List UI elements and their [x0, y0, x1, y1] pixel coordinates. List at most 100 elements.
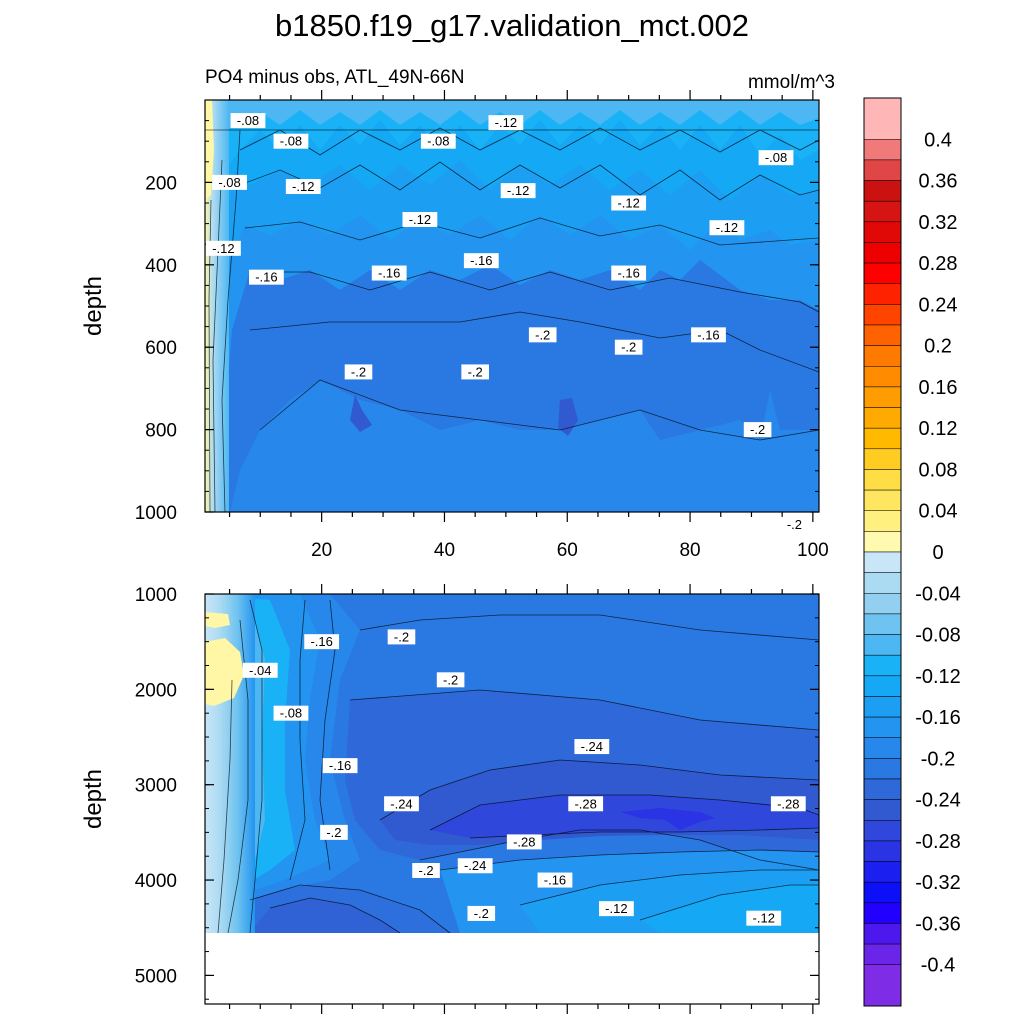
- contour-label-box: [461, 364, 489, 380]
- colorbar-swatch: [863, 489, 902, 511]
- contour-label-text: -.28: [513, 834, 535, 849]
- contour-label-text: -.08: [765, 150, 787, 165]
- contour-label: -.16: [537, 872, 573, 888]
- contour-label: -.2: [344, 364, 373, 380]
- colorbar-swatch: [863, 97, 902, 140]
- contour-label: -.2: [387, 629, 416, 645]
- colorbar-swatch: [863, 345, 902, 367]
- contour-label: -.2: [467, 905, 496, 921]
- contour-label-text: -.12: [617, 196, 639, 211]
- contour-label-box: [273, 133, 309, 149]
- contour-label-text: -.16: [544, 873, 566, 888]
- contour-label-text: -.24: [581, 739, 603, 754]
- y-tick-label: 5000: [135, 966, 177, 987]
- colorbar-swatch: [863, 448, 902, 470]
- upper-contour-labels: -.08 -.08 -.12 -.08 -.12 -.08 -.08 -.12 -.12 -.12…: [206, 113, 809, 532]
- x-tick-label: 40: [434, 540, 455, 561]
- colorbar-swatch: [863, 964, 902, 1007]
- colorbar-swatch: [863, 613, 902, 635]
- contour-label-text: -.16: [255, 270, 277, 285]
- x-tick-label: 20: [311, 540, 332, 561]
- contour-label-box: [500, 183, 536, 199]
- colorbar-swatch: [863, 572, 902, 594]
- contour-label: -.08: [273, 705, 309, 721]
- lower-panel-missing-data: [205, 933, 819, 1004]
- contour-label: -.2: [461, 364, 489, 380]
- colorbar-tick-label: 0.32: [919, 212, 958, 234]
- colorbar-swatch: [863, 159, 902, 181]
- contour-label-box: [598, 901, 634, 917]
- contour-label-box: [436, 672, 465, 688]
- chart-subtitle-left: PO4 minus obs, ATL_49N-66N: [205, 67, 464, 88]
- colorbar-swatch: [863, 799, 902, 821]
- y-tick-label: 3000: [135, 776, 177, 797]
- contour-label-box: [614, 339, 643, 355]
- contour-label-text: -.08: [280, 134, 302, 149]
- colorbar-swatch: [863, 654, 902, 677]
- colorbar-tick-label: -0.2: [921, 748, 955, 770]
- contour-label: -.28: [770, 796, 806, 812]
- colorbar-tick-label: -0.4: [921, 955, 955, 977]
- upper-band-08: [205, 100, 819, 512]
- colorbar-tick-label: 0.2: [924, 336, 952, 358]
- lower-band-28: [430, 795, 819, 838]
- contour-label: -.16: [304, 634, 340, 650]
- contour-label: -.2: [614, 339, 643, 355]
- colorbar-tick-label: 0.36: [919, 171, 958, 193]
- contour-label-box: [758, 150, 794, 166]
- colorbar-swatch: [863, 551, 902, 573]
- colorbar-swatch: [863, 262, 902, 284]
- upper-contour-lines: [205, 127, 819, 512]
- contour-label: -.16: [322, 758, 358, 774]
- colorbar-tick-label: 0.08: [919, 459, 958, 481]
- colorbar-swatch: [863, 386, 902, 408]
- contour-label: -.12: [402, 211, 438, 227]
- colorbar-tick-label: 0.28: [919, 253, 958, 275]
- contour-label: -.16: [691, 327, 726, 343]
- upper-warm-patch: [205, 100, 214, 200]
- contour-label-box: [691, 327, 726, 343]
- contour-label-text: -.12: [753, 911, 775, 926]
- colorbar-swatch: [863, 469, 902, 491]
- y-tick-label: 2000: [135, 680, 177, 701]
- contour-label: -.2: [436, 672, 465, 688]
- colorbar-tick-label: -0.16: [915, 707, 961, 729]
- contour-label-text: -.12: [605, 901, 627, 916]
- colorbar-swatch: [863, 902, 902, 924]
- colorbar-swatch: [863, 881, 902, 904]
- contour-label-box: [304, 634, 340, 650]
- contour-label-box: [457, 858, 493, 874]
- x-tick-label: 80: [679, 540, 700, 561]
- contour-label: -.12: [746, 910, 782, 926]
- contour-label: -.08: [230, 113, 266, 129]
- contour-label-text: -.28: [777, 796, 799, 811]
- contour-label: -.2: [528, 327, 557, 343]
- lower-x-ticks: [228, 584, 814, 1014]
- contour-label-text: -.16: [697, 327, 719, 342]
- contour-label-text: -.24: [390, 796, 412, 811]
- contour-label-box: [206, 240, 241, 256]
- contour-label-box: [709, 220, 745, 236]
- contour-label: -.12: [488, 115, 524, 131]
- colorbar-swatch: [863, 407, 902, 429]
- colorbar-swatch: [863, 593, 902, 615]
- lower-y-ticks: 1000 2000 3000 4000 5000: [135, 585, 819, 1000]
- chart-title: b1850.f19_g17.validation_mct.002: [275, 8, 749, 43]
- colorbar-swatch: [863, 634, 902, 656]
- contour-label-box: [402, 211, 438, 227]
- contour-label-box: [242, 662, 278, 678]
- lower-contour-lines: [217, 599, 819, 934]
- contour-label-box: [463, 253, 499, 269]
- contour-label-box: [743, 422, 772, 438]
- colorbar-swatch: [863, 840, 902, 862]
- contour-label: -.2: [780, 516, 809, 532]
- contour-label: -.08: [273, 133, 309, 149]
- contour-label-box: [528, 327, 557, 343]
- y-tick-label: 400: [145, 256, 177, 277]
- contour-label: -.24: [574, 739, 610, 755]
- contour-label-box: [488, 115, 524, 131]
- contour-label-box: [273, 705, 309, 721]
- colorbar-swatch: [863, 737, 902, 759]
- contour-label: -.12: [709, 220, 745, 236]
